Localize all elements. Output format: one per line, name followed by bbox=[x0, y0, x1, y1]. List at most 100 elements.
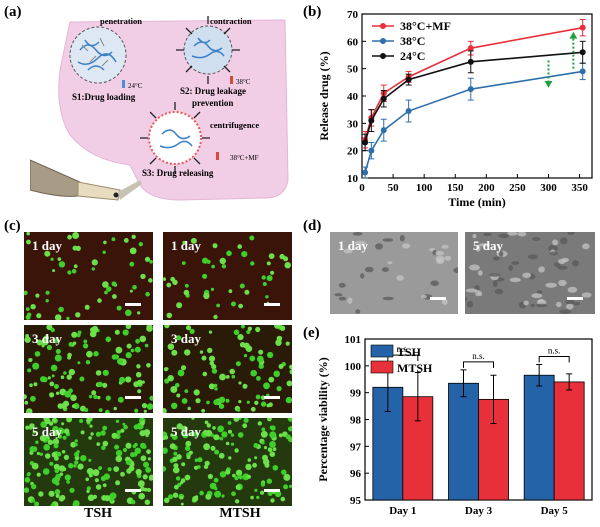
bar bbox=[553, 381, 585, 501]
legend-swatch bbox=[370, 360, 394, 374]
cell-dots bbox=[24, 418, 153, 506]
y-tick-label: 10 bbox=[347, 173, 359, 185]
day-tag: 1 day bbox=[171, 238, 201, 253]
data-point bbox=[467, 86, 474, 93]
cell-dots bbox=[163, 235, 291, 320]
viability-chart: 95 96 97 98 99 100 101 Percentage viability (%)… bbox=[316, 334, 593, 517]
panel-a-label: (a) bbox=[4, 4, 22, 20]
data-point bbox=[579, 24, 586, 31]
x-tick-label: 300 bbox=[540, 182, 557, 194]
legend-label: 38°C bbox=[400, 34, 425, 48]
legend-marker bbox=[380, 23, 386, 29]
legend-swatch bbox=[370, 344, 394, 358]
day-tag: 3 day bbox=[171, 331, 201, 346]
y-tick-label: 99 bbox=[350, 388, 362, 400]
legend-marker bbox=[380, 38, 386, 44]
panel-b-label: (b) bbox=[303, 4, 322, 20]
cell-dots bbox=[24, 325, 153, 413]
y-tick-label: 70 bbox=[347, 9, 359, 21]
data-point bbox=[380, 127, 387, 134]
day-tag: 3 day bbox=[32, 331, 62, 346]
s1-capsule bbox=[69, 26, 127, 88]
brightfield-image: 1 day bbox=[330, 232, 458, 314]
y-tick-label: 30 bbox=[347, 118, 359, 130]
x-tick-label: 350 bbox=[571, 182, 588, 194]
significance-bracket bbox=[463, 361, 494, 368]
y-tick-label: 40 bbox=[347, 91, 359, 103]
significance-bracket bbox=[538, 355, 570, 363]
legend-label: TSH bbox=[397, 345, 422, 359]
cell-shapes bbox=[334, 232, 458, 314]
scale-bar bbox=[264, 303, 280, 306]
data-point bbox=[368, 117, 375, 124]
day-tag: 1 day bbox=[338, 238, 368, 253]
y-axis-label: Percentage viability (%) bbox=[316, 357, 330, 481]
microscopy-image: 3 day bbox=[24, 325, 153, 413]
legend-label: MTSH bbox=[397, 361, 433, 375]
x-tick-label: 0 bbox=[359, 182, 365, 194]
data-point bbox=[362, 169, 369, 176]
x-axis-label: Time (min) bbox=[448, 195, 505, 209]
s3-label: S3: Drug releasing bbox=[142, 168, 214, 178]
series-line-2 bbox=[364, 51, 583, 143]
s2-contraction: contraction bbox=[210, 16, 252, 26]
microscopy-image: 1 day bbox=[24, 232, 153, 320]
y-tick-label: 100 bbox=[345, 361, 362, 373]
plot-frame bbox=[361, 13, 593, 179]
legend-label: 38°C+MF bbox=[400, 19, 451, 33]
s2-temp: 38°C bbox=[236, 78, 251, 86]
bar bbox=[448, 382, 479, 501]
col-label-mtsh: MTSH bbox=[219, 506, 261, 521]
scale-bar bbox=[264, 489, 280, 492]
y-tick-label: 101 bbox=[345, 334, 362, 346]
legend-marker bbox=[380, 53, 386, 59]
s3-centrifugence: centrifugence bbox=[210, 120, 259, 130]
s2-capsule bbox=[176, 16, 240, 84]
microscopy-image: 5 day bbox=[24, 418, 153, 506]
s2-label-2: prevention bbox=[192, 98, 233, 108]
y-tick-label: 20 bbox=[347, 146, 359, 158]
panel-c-label: (c) bbox=[4, 218, 21, 234]
day-tag: 5 day bbox=[171, 424, 201, 439]
scale-bar bbox=[430, 297, 446, 300]
data-point bbox=[467, 58, 474, 65]
data-point bbox=[405, 76, 412, 83]
x-tick-label: Day 1 bbox=[389, 505, 416, 517]
x-tick-label: 200 bbox=[478, 182, 495, 194]
series-line-1 bbox=[364, 70, 583, 173]
day-tag: 1 day bbox=[32, 238, 62, 253]
data-point bbox=[579, 49, 586, 56]
release-chart: 0 50 100 150 200 250 300 350 10 20 30 40 50 60 70 Time … bbox=[317, 9, 593, 209]
y-tick-label: 95 bbox=[350, 495, 362, 507]
cell-dots bbox=[24, 232, 153, 320]
annotation-arrow-down-head bbox=[544, 80, 553, 88]
scale-bar bbox=[125, 303, 141, 306]
s1-temp: 24°C bbox=[128, 82, 143, 90]
microscopy-image: 5 day bbox=[163, 418, 292, 506]
y-tick-label: 50 bbox=[347, 64, 359, 76]
significance-label: n.s. bbox=[472, 351, 485, 361]
legend-label: 24°C bbox=[400, 49, 425, 63]
cell-dots bbox=[163, 325, 292, 413]
scale-bar bbox=[264, 396, 280, 399]
data-point bbox=[362, 139, 369, 146]
data-point bbox=[380, 95, 387, 102]
microscopy-image: 3 day bbox=[163, 325, 292, 413]
data-point bbox=[368, 147, 375, 154]
s3-capsule bbox=[140, 102, 219, 174]
x-tick-label: 100 bbox=[416, 182, 433, 194]
significance-bracket bbox=[387, 354, 419, 362]
day-tag: 5 day bbox=[473, 238, 503, 253]
col-label-tsh: TSH bbox=[83, 506, 112, 521]
panel-d-label: (d) bbox=[303, 218, 322, 234]
x-tick-label: Day 5 bbox=[541, 505, 569, 517]
cell-dots bbox=[163, 418, 292, 506]
s2-label-1: S2: Drug leakage bbox=[180, 86, 246, 96]
syringe-icon bbox=[30, 159, 142, 201]
y-tick-label: 60 bbox=[347, 36, 359, 48]
y-tick-label: 96 bbox=[350, 468, 362, 480]
s1-label: S1:Drug loading bbox=[72, 92, 136, 102]
x-tick-label: 150 bbox=[447, 182, 464, 194]
y-axis-label: Release drug (%) bbox=[317, 51, 331, 140]
cell-shapes bbox=[465, 232, 592, 314]
